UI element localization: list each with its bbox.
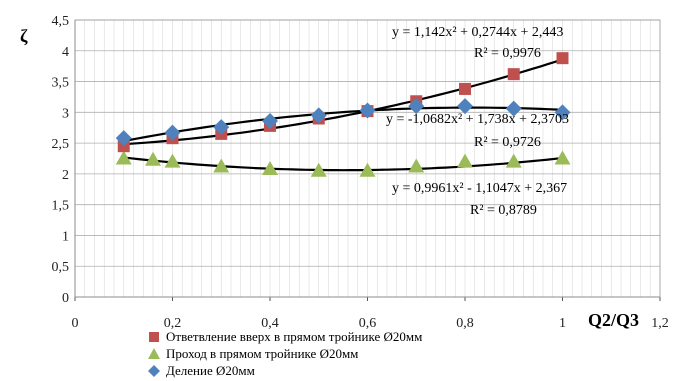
y-tick-label: 2,5 bbox=[52, 137, 70, 152]
y-tick-label: 2 bbox=[62, 168, 69, 183]
legend-square bbox=[149, 331, 159, 342]
legend-triangle bbox=[148, 347, 160, 359]
y-tick-label: 3,5 bbox=[52, 76, 70, 91]
data-point-square bbox=[459, 82, 471, 95]
legend: Ответвление вверх в прямом тройнике Ø20м… bbox=[148, 328, 422, 379]
legend-label-0: Ответвление вверх в прямом тройнике Ø20м… bbox=[166, 328, 423, 344]
trendline-equation-0: y = 1,142x² + 0,2744x + 2,443 bbox=[392, 25, 563, 40]
x-tick-label: 0 bbox=[72, 316, 79, 331]
data-point-diamond bbox=[115, 130, 132, 147]
data-point-triangle bbox=[145, 151, 161, 166]
y-tick-label: 3 bbox=[62, 106, 69, 121]
trendlines bbox=[123, 58, 563, 172]
y-tick-label: 1,5 bbox=[52, 199, 70, 214]
y-tick-label: 4 bbox=[62, 45, 69, 60]
data-point-triangle bbox=[505, 153, 522, 168]
data-point-triangle bbox=[262, 160, 278, 175]
data-point-triangle bbox=[554, 150, 571, 165]
data-point-triangle bbox=[115, 150, 132, 165]
x-tick-label: 1 bbox=[559, 316, 566, 331]
data-point-triangle bbox=[457, 153, 473, 168]
data-point-diamond bbox=[457, 98, 473, 115]
legend-item-2: Деление Ø20мм bbox=[148, 362, 422, 379]
legend-marker-svg bbox=[148, 347, 160, 359]
x-tick-label: 0,2 bbox=[164, 316, 182, 331]
trendline-0 bbox=[123, 58, 563, 146]
x-tick-label: 0,6 bbox=[359, 316, 377, 331]
trendline-2 bbox=[123, 106, 563, 143]
data-point-triangle bbox=[359, 162, 376, 177]
data-point-square bbox=[507, 68, 520, 81]
data-point-diamond bbox=[554, 104, 571, 121]
grid bbox=[74, 19, 661, 298]
trendline-equation-2: y = -1,0682x² + 1,738x + 2,3703 bbox=[386, 112, 569, 127]
data-point-triangle bbox=[408, 158, 425, 173]
data-point-diamond bbox=[262, 112, 278, 129]
legend-square-icon bbox=[148, 331, 160, 343]
trendline-r2-2: R² = 0,9726 bbox=[474, 135, 541, 150]
x-tick-label: 1,2 bbox=[651, 316, 669, 331]
data-point-square bbox=[556, 52, 569, 65]
legend-diamond-icon bbox=[148, 364, 160, 377]
axes bbox=[74, 19, 661, 301]
data-points bbox=[115, 52, 571, 177]
y-tick-label: 4,5 bbox=[52, 14, 70, 29]
x-tick-label: 0,8 bbox=[456, 316, 474, 331]
y-tick-label: 1 bbox=[62, 229, 69, 244]
legend-item-0: Ответвление вверх в прямом тройнике Ø20м… bbox=[148, 328, 422, 345]
legend-label-2: Деление Ø20мм bbox=[166, 362, 255, 378]
y-tick-label: 0 bbox=[62, 291, 69, 306]
legend-marker-svg bbox=[148, 364, 160, 377]
y-axis-label: ζ bbox=[20, 26, 28, 46]
y-tick-label: 0,5 bbox=[52, 260, 70, 275]
trendline-equation-1: y = 0,9961x² - 1,1047x + 2,367 bbox=[392, 181, 567, 196]
data-point-triangle bbox=[310, 162, 327, 177]
legend-diamond bbox=[148, 364, 160, 377]
data-point-diamond bbox=[164, 124, 181, 141]
annotations: y = 1,142x² + 0,2744x + 2,443 R² = 0,997… bbox=[386, 25, 569, 218]
data-point-diamond bbox=[408, 98, 425, 115]
legend-triangle-icon bbox=[148, 347, 160, 360]
trendline-r2-1: R² = 0,8789 bbox=[470, 203, 537, 218]
legend-label-1: Проход в прямом тройнике Ø20мм bbox=[166, 345, 359, 361]
data-point-diamond bbox=[505, 100, 522, 117]
data-point-triangle bbox=[164, 153, 181, 168]
x-axis-label: Q2/Q3 bbox=[588, 310, 639, 330]
data-point-diamond bbox=[359, 102, 376, 119]
data-point-diamond bbox=[310, 107, 327, 124]
x-tick-label: 0,4 bbox=[261, 316, 279, 331]
data-point-diamond bbox=[213, 119, 230, 136]
data-point-triangle bbox=[213, 158, 230, 173]
plot-frame bbox=[74, 19, 661, 298]
tick-labels: 0 0,5 1 1,5 2 2,5 3 3,5 4 4,5 0 0,2 0,4 0,6 0,8 1 1,2 bbox=[52, 14, 669, 331]
trendline-1 bbox=[123, 156, 563, 172]
legend-item-1: Проход в прямом тройнике Ø20мм bbox=[148, 345, 422, 362]
data-point-square bbox=[117, 140, 130, 153]
legend-marker-svg bbox=[149, 331, 159, 342]
trendline-r2-0: R² = 0,9976 bbox=[474, 46, 541, 61]
